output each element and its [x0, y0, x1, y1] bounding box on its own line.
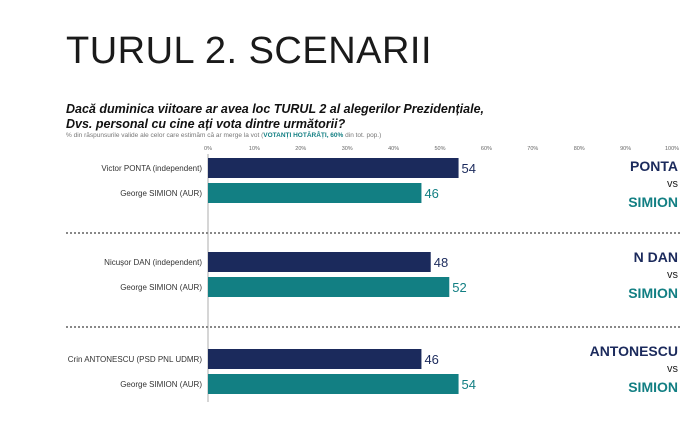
- x-tick-label: 10%: [249, 146, 260, 152]
- scenario-1-candidate-b: SIMION: [628, 194, 678, 210]
- scenario-2-header: N DAN vs SIMION: [538, 249, 678, 301]
- scenario-2-candidate-a: N DAN: [633, 249, 678, 265]
- x-tick-label: 20%: [295, 146, 306, 152]
- x-tick-label: 0%: [204, 146, 212, 152]
- bar-value-label: 52: [452, 280, 466, 295]
- bar-category-label: George SIMION (AUR): [120, 380, 202, 389]
- scenario-separator-1: [66, 232, 680, 234]
- x-tick-label: 30%: [342, 146, 353, 152]
- scenario-3-candidate-a: ANTONESCU: [589, 343, 678, 359]
- bar: [208, 252, 431, 272]
- bar-category-label: Nicușor DAN (independent): [104, 258, 202, 267]
- question-line-2: Dvs. personal cu cine ați vota dintre ur…: [66, 117, 346, 131]
- x-tick-label: 60%: [481, 146, 492, 152]
- bar: [208, 183, 422, 203]
- base-note-suffix: din tot. pop.): [343, 132, 382, 139]
- bar-category-label: Crin ANTONESCU (PSD PNL UDMR): [68, 355, 203, 364]
- scenario-3-candidate-b: SIMION: [628, 379, 678, 395]
- scenario-3-header: ANTONESCU vs SIMION: [538, 343, 678, 395]
- bar-value-label: 46: [424, 186, 438, 201]
- scenario-2-candidate-b: SIMION: [628, 285, 678, 301]
- base-note: % din răspunsurile valide ale celor care…: [66, 132, 381, 139]
- base-note-highlight: VOTANȚI HOTĂRÂȚI, 60%: [263, 132, 344, 139]
- bar-category-label: George SIMION (AUR): [120, 189, 202, 198]
- scenario-1-header: PONTA vs SIMION: [538, 158, 678, 210]
- scenario-1-vs: vs: [667, 178, 678, 190]
- scenario-separator-2: [66, 326, 680, 328]
- x-tick-label: 50%: [434, 146, 445, 152]
- bar: [208, 277, 450, 297]
- bar-category-label: George SIMION (AUR): [120, 283, 202, 292]
- bar-value-label: 48: [434, 255, 448, 270]
- x-tick-label: 40%: [388, 146, 399, 152]
- bar-category-label: Victor PONTA (independent): [101, 164, 202, 173]
- bar: [208, 158, 459, 178]
- x-tick-label: 90%: [620, 146, 631, 152]
- question-line-1: Dacă duminica viitoare ar avea loc TURUL…: [66, 102, 484, 116]
- x-tick-label: 80%: [574, 146, 585, 152]
- scenario-1-candidate-a: PONTA: [630, 158, 678, 174]
- scenario-3-vs: vs: [667, 363, 678, 375]
- x-tick-label: 100%: [665, 146, 679, 152]
- bar-value-label: 46: [424, 352, 438, 367]
- bar: [208, 374, 459, 394]
- bar-value-label: 54: [462, 161, 476, 176]
- x-tick-label: 70%: [527, 146, 538, 152]
- bar-value-label: 54: [462, 377, 476, 392]
- slide-title: TURUL 2. SCENARII: [66, 30, 433, 72]
- scenario-2-vs: vs: [667, 269, 678, 281]
- bar: [208, 349, 422, 369]
- base-note-prefix: % din răspunsurile valide ale celor care…: [66, 132, 264, 139]
